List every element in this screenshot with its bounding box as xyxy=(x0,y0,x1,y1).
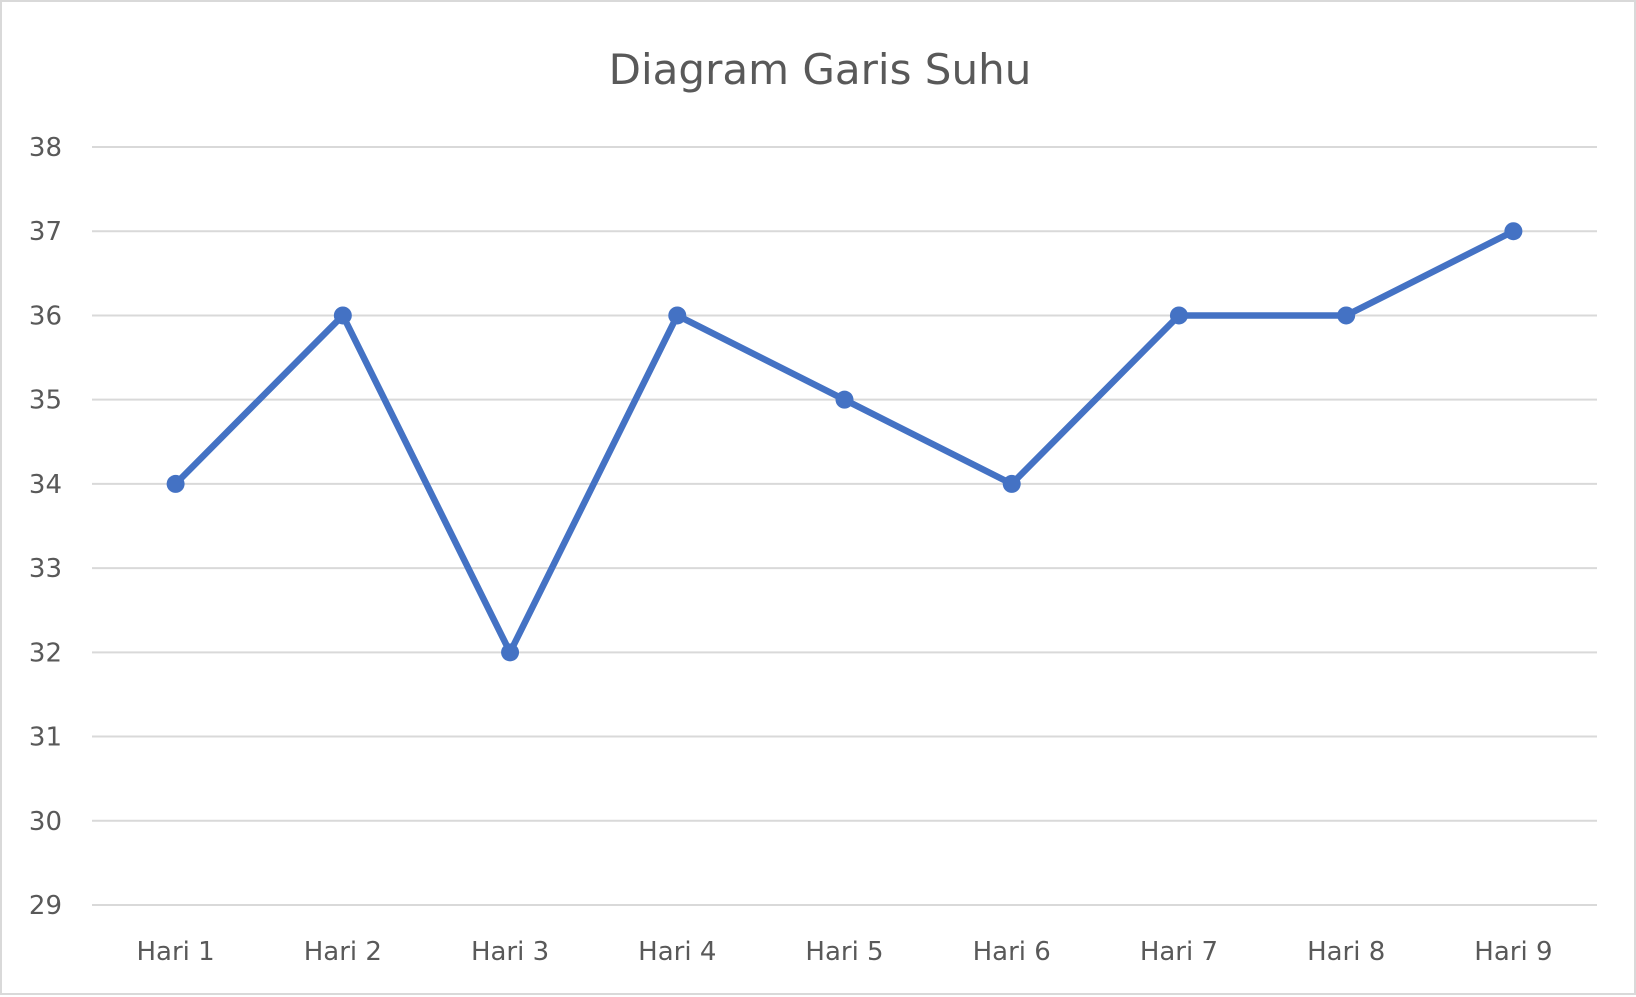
data-point-hari-9 xyxy=(1504,222,1523,241)
x-tick-label: Hari 5 xyxy=(805,937,883,967)
gridlines xyxy=(92,146,1597,906)
x-tick-label: Hari 9 xyxy=(1474,937,1552,967)
x-tick-label: Hari 2 xyxy=(304,937,382,967)
y-tick-label: 36 xyxy=(29,301,62,331)
y-tick-label: 32 xyxy=(29,638,62,668)
y-axis-ticks: 29 30 31 32 33 34 35 36 37 38 xyxy=(29,133,62,921)
series-line xyxy=(172,227,1517,656)
x-tick-label: Hari 1 xyxy=(137,937,215,967)
data-point-hari-6 xyxy=(1002,474,1021,493)
y-tick-label: 35 xyxy=(29,386,62,416)
y-tick-label: 31 xyxy=(29,723,62,753)
x-tick-label: Hari 8 xyxy=(1307,937,1385,967)
x-tick-label: Hari 6 xyxy=(973,937,1051,967)
data-point-hari-7 xyxy=(1169,306,1188,325)
y-tick-label: 29 xyxy=(29,891,62,921)
data-point-hari-3 xyxy=(501,643,520,662)
y-tick-label: 38 xyxy=(29,133,62,163)
data-point-hari-2 xyxy=(333,306,352,325)
x-tick-label: Hari 4 xyxy=(638,937,716,967)
data-point-hari-4 xyxy=(668,306,687,325)
x-tick-label: Hari 3 xyxy=(471,937,549,967)
data-point-hari-5 xyxy=(835,390,854,409)
y-tick-label: 33 xyxy=(29,554,62,584)
y-tick-label: 37 xyxy=(29,217,62,247)
x-tick-label: Hari 7 xyxy=(1140,937,1218,967)
series-group xyxy=(166,222,1523,662)
y-tick-label: 34 xyxy=(29,470,62,500)
data-point-hari-1 xyxy=(166,474,185,493)
data-point-hari-8 xyxy=(1337,306,1356,325)
chart-title: Diagram Garis Suhu xyxy=(609,45,1032,94)
x-axis-ticks: Hari 1 Hari 2 Hari 3 Hari 4 Hari 5 Hari 6 Hari… xyxy=(137,937,1553,967)
y-tick-label: 30 xyxy=(29,807,62,837)
